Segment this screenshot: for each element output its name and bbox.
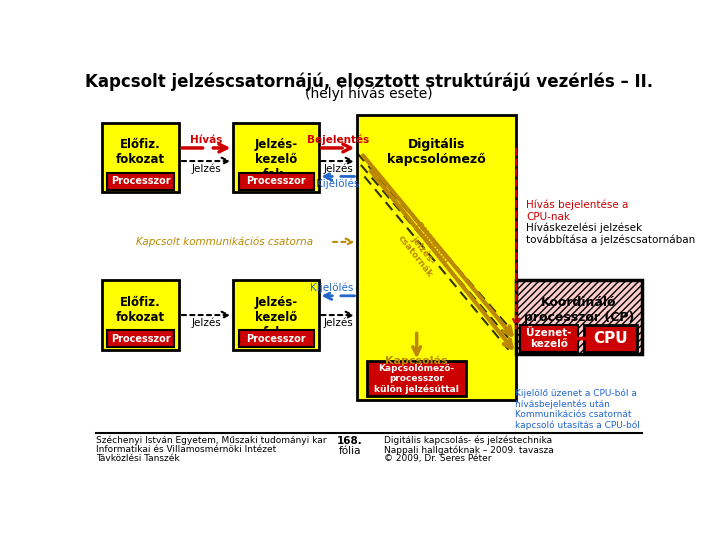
Text: Hívás bejelentése a
CPU-nak: Hívás bejelentése a CPU-nak [526,200,629,221]
Text: Koordináló
processzor (CP): Koordináló processzor (CP) [524,296,634,324]
FancyBboxPatch shape [233,123,319,192]
FancyBboxPatch shape [239,330,314,347]
Text: Kijelölő üzenet a CPU-ból a
hívásbejelentés után
Kommunikációs csatornát
kapcsol: Kijelölő üzenet a CPU-ból a hívásbejelen… [515,388,639,430]
Text: Informatikai és Villamosmérnöki Intézet: Informatikai és Villamosmérnöki Intézet [96,445,276,454]
FancyBboxPatch shape [107,330,174,347]
Text: Kapcsolómező-
processzor
külön jelzésúttal: Kapcsolómező- processzor külön jelzésútt… [374,363,459,394]
Text: Nappali hallgatóknak – 2009. tavasza: Nappali hallgatóknak – 2009. tavasza [384,445,554,455]
Text: Jelzés: Jelzés [192,318,221,328]
Text: Bejelentés: Bejelentés [307,134,369,145]
FancyBboxPatch shape [357,115,516,400]
Text: Kijelölés: Kijelölés [316,179,360,189]
Text: Processzor: Processzor [246,334,306,344]
Text: (helyi hívás esete): (helyi hívás esete) [305,86,433,101]
FancyBboxPatch shape [239,173,314,190]
FancyBboxPatch shape [233,280,319,350]
Text: Hívás: Hívás [190,135,222,145]
Text: Üzenet-
kezelő: Üzenet- kezelő [526,328,572,349]
Text: Előfiz.
fokozat: Előfiz. fokozat [116,138,165,166]
Text: Kapcsolt kommunikációs csatorna: Kapcsolt kommunikációs csatorna [137,237,314,247]
FancyBboxPatch shape [107,173,174,190]
Text: CPU: CPU [593,331,628,346]
FancyBboxPatch shape [102,123,179,192]
Text: Kapcsolt jelzéscsatornájú, elosztott struktúrájú vezérlés – II.: Kapcsolt jelzéscsatornájú, elosztott str… [85,72,653,91]
Text: Kapcsolás: Kapcsolás [385,355,448,366]
Text: Előfiz.
fokozat: Előfiz. fokozat [116,296,165,324]
Text: Híváskezelési jelzések
továbbítása a jelzéscsatornában: Híváskezelési jelzések továbbítása a jel… [526,222,696,245]
Text: Félálandó
jelzés-
csatornák: Félálandó jelzés- csatornák [396,220,451,279]
Text: fólia: fólia [338,446,361,456]
Text: Távközlési Tanszék: Távközlési Tanszék [96,455,180,463]
FancyBboxPatch shape [520,325,578,352]
FancyBboxPatch shape [102,280,179,350]
Text: Processzor: Processzor [111,176,171,186]
FancyBboxPatch shape [516,280,642,354]
Text: Széchenyi István Egyetem, Műszaki tudományi kar: Széchenyi István Egyetem, Műszaki tudomá… [96,436,327,446]
Text: © 2009, Dr. Seres Péter: © 2009, Dr. Seres Péter [384,455,492,463]
Text: Jelzés-
kezelő
fok.: Jelzés- kezelő fok. [254,296,297,339]
FancyBboxPatch shape [367,361,466,396]
Text: Jelzés: Jelzés [192,164,221,174]
Text: Jelzés: Jelzés [323,164,353,174]
Text: 168.: 168. [337,436,362,446]
Text: Processzor: Processzor [111,334,171,344]
Text: Digitális kapcsolás- és jelzéstechnika: Digitális kapcsolás- és jelzéstechnika [384,436,553,446]
Text: Digitális
kapcsolómező: Digitális kapcsolómező [387,138,486,166]
Text: Kijelölés: Kijelölés [310,282,354,293]
FancyBboxPatch shape [585,325,637,352]
Text: Jelzés-
kezelő
fok.: Jelzés- kezelő fok. [254,138,297,181]
Text: Jelzés: Jelzés [323,318,353,328]
Text: Processzor: Processzor [246,176,306,186]
